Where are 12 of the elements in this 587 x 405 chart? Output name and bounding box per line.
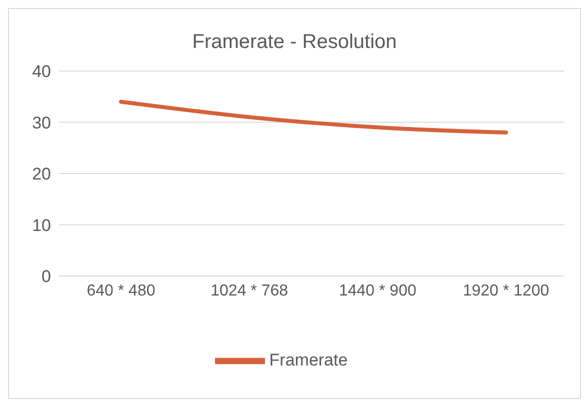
y-tick-label: 20	[32, 164, 51, 184]
x-tick-label: 1024 * 768	[210, 282, 288, 300]
y-tick-label: 0	[42, 267, 51, 286]
y-tick-label: 40	[32, 62, 51, 82]
legend-label: Framerate	[269, 350, 348, 370]
x-tick-label: 640 * 480	[86, 282, 156, 300]
x-tick-label: 1920 * 1200	[462, 282, 550, 300]
y-tick-label: 30	[32, 113, 51, 132]
line-series	[119, 100, 508, 134]
chart-title: Framerate - Resolution	[191, 31, 398, 55]
x-tick-label: 1440 * 900	[338, 282, 416, 300]
y-tick-label: 10	[32, 216, 51, 235]
